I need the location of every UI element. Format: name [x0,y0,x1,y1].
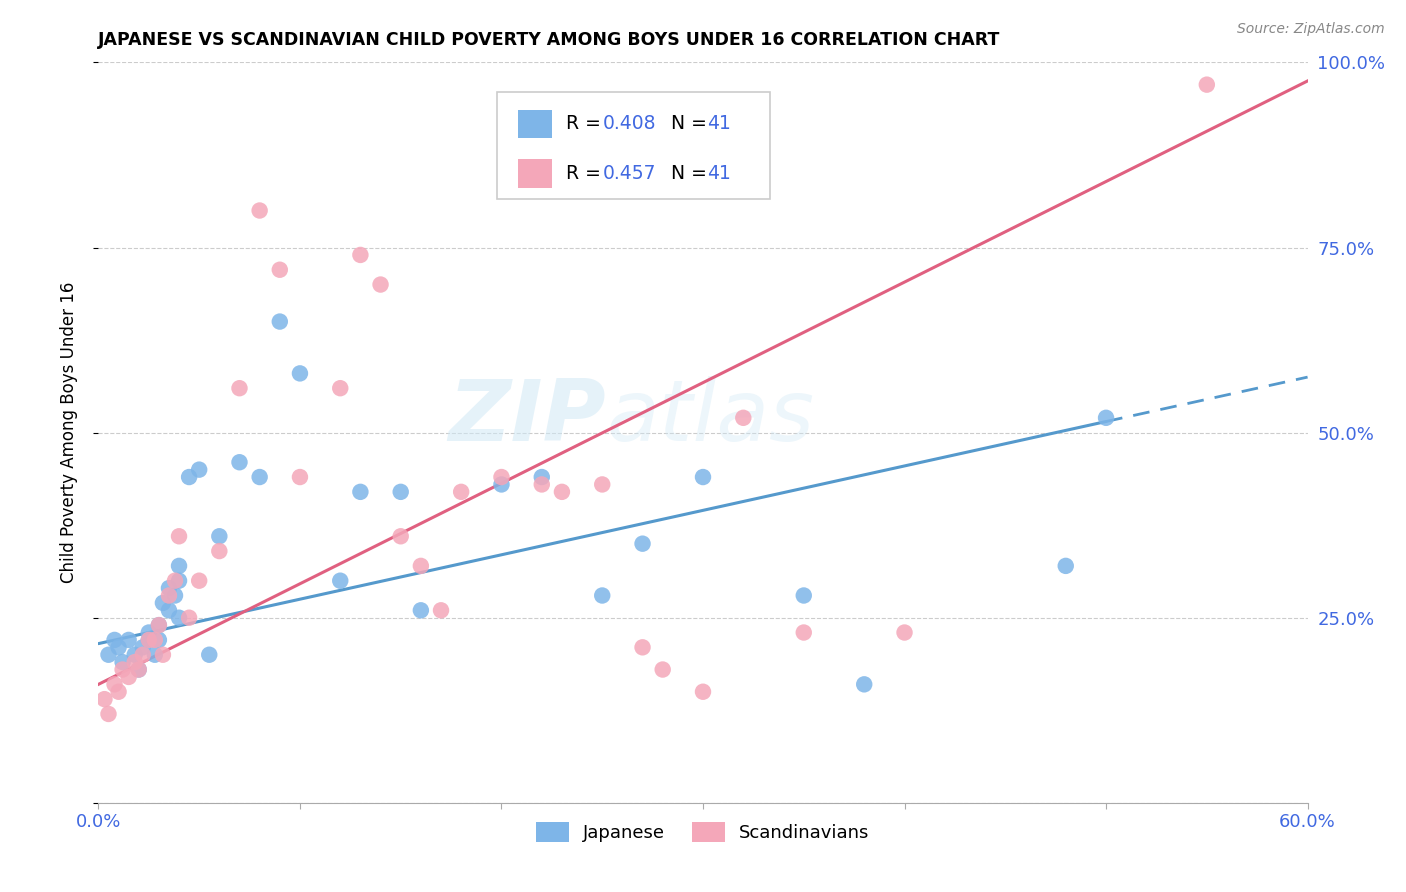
Point [228,455,250,469]
Point [893,625,915,640]
Point [349,248,371,262]
Point [349,484,371,499]
Point [97,706,120,721]
Point [329,381,352,395]
Point [692,470,714,484]
Point [157,603,180,617]
Point [152,648,174,662]
Point [103,632,125,647]
Text: 41: 41 [707,164,731,183]
Text: ZIP: ZIP [449,376,606,459]
Point [1054,558,1077,573]
Point [208,544,231,558]
Y-axis label: Child Poverty Among Boys Under 16: Child Poverty Among Boys Under 16 [59,282,77,583]
Text: N =: N = [659,114,713,134]
Point [651,663,673,677]
Point [389,484,412,499]
Point [288,367,311,381]
Point [157,581,180,595]
Point [138,632,160,647]
Point [128,663,150,677]
Point [167,574,190,588]
Point [124,648,146,662]
Point [591,589,613,603]
Point [269,262,291,277]
Text: R =: R = [567,164,607,183]
Point [793,625,815,640]
Point [143,648,166,662]
Point [853,677,876,691]
Point [111,655,134,669]
Text: 0.408: 0.408 [603,114,657,134]
FancyBboxPatch shape [517,110,553,138]
Point [329,574,352,588]
Point [152,596,174,610]
Text: N =: N = [659,164,713,183]
Point [228,381,250,395]
Point [793,589,815,603]
Point [148,632,170,647]
Text: 0.457: 0.457 [603,164,657,183]
Point [128,663,150,677]
Point [409,558,432,573]
Point [143,632,166,647]
Point [167,529,190,543]
Point [208,529,231,543]
Point [551,484,574,499]
Point [249,470,271,484]
Point [138,625,160,640]
Point [111,663,134,677]
Point [148,618,170,632]
Point [97,648,120,662]
Point [167,558,190,573]
Point [198,648,221,662]
Point [107,685,129,699]
Point [124,655,146,669]
Point [591,477,613,491]
Point [93,692,115,706]
Point [491,470,513,484]
FancyBboxPatch shape [517,160,553,187]
Point [269,314,291,328]
Point [132,648,155,662]
Text: 41: 41 [707,114,731,134]
Point [631,640,654,655]
Point [1195,78,1218,92]
Point [103,677,125,691]
Legend: Japanese, Scandinavians: Japanese, Scandinavians [529,815,877,849]
Point [163,574,186,588]
Point [118,670,141,684]
Point [188,462,211,476]
Text: atlas: atlas [606,376,814,459]
Point [132,640,155,655]
Point [107,640,129,655]
Point [450,484,472,499]
Point [530,470,553,484]
Point [530,477,553,491]
Point [692,685,714,699]
Point [188,574,211,588]
Point [179,470,201,484]
Point [733,410,755,425]
Point [167,610,190,624]
Point [1095,410,1118,425]
Point [118,632,141,647]
Point [631,536,654,550]
Point [163,589,186,603]
Point [409,603,432,617]
Text: Source: ZipAtlas.com: Source: ZipAtlas.com [1237,22,1385,37]
Point [389,529,412,543]
Text: JAPANESE VS SCANDINAVIAN CHILD POVERTY AMONG BOYS UNDER 16 CORRELATION CHART: JAPANESE VS SCANDINAVIAN CHILD POVERTY A… [98,31,1001,49]
FancyBboxPatch shape [498,92,769,200]
Point [430,603,453,617]
Point [138,632,160,647]
Point [370,277,392,292]
Point [179,610,201,624]
Point [288,470,311,484]
Point [491,477,513,491]
Point [148,618,170,632]
Point [157,589,180,603]
Text: R =: R = [567,114,607,134]
Point [249,203,271,218]
